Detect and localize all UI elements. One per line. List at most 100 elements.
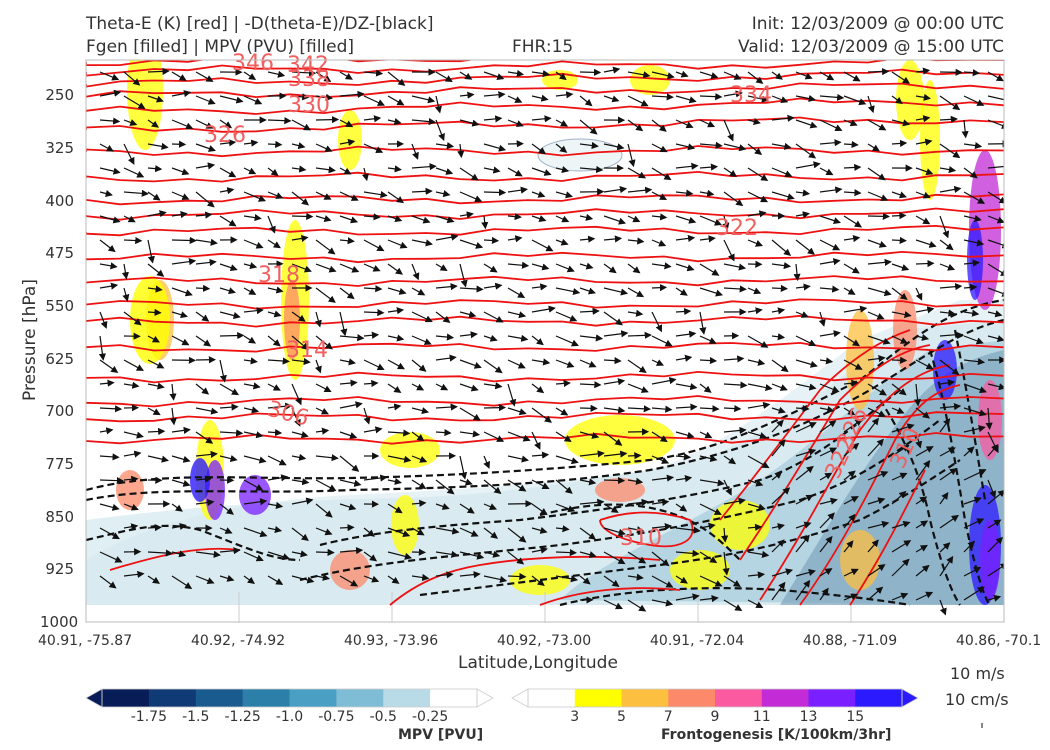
wind-vector xyxy=(699,431,713,439)
wind-vector xyxy=(507,479,527,492)
wind-vector xyxy=(123,143,135,165)
wind-vector xyxy=(699,479,725,487)
wind-vector xyxy=(339,71,353,80)
wind-vector xyxy=(531,451,550,459)
wind-vector xyxy=(147,524,162,532)
theta-e-label: 330 xyxy=(288,93,330,118)
wind-vector xyxy=(963,141,983,150)
wind-vector xyxy=(747,117,761,125)
theta-e-line xyxy=(86,341,1004,353)
wind-vector xyxy=(123,431,144,439)
wind-vector xyxy=(771,439,786,457)
wind-vector xyxy=(603,311,623,326)
wind-vector xyxy=(123,95,146,110)
wind-vector xyxy=(315,215,332,223)
wind-vector xyxy=(411,407,430,415)
wind-vector xyxy=(987,239,1004,249)
wind-vector xyxy=(483,91,506,99)
wind-vector xyxy=(651,191,668,200)
wind-vector xyxy=(315,263,337,273)
wind-vector xyxy=(459,455,468,480)
theta-e-line xyxy=(799,384,961,606)
fgen-region xyxy=(980,520,1000,600)
wind-vector xyxy=(531,94,549,102)
wind-vector xyxy=(699,522,716,530)
wind-vector xyxy=(939,379,956,387)
wind-vector xyxy=(411,359,427,372)
stability-contour xyxy=(953,329,987,501)
forecast-hour: FHR:15 xyxy=(512,37,574,57)
wind-vector xyxy=(267,215,276,234)
wind-vector xyxy=(579,478,597,486)
wind-vector xyxy=(195,335,212,347)
wind-vector xyxy=(531,190,546,198)
wind-vector xyxy=(699,405,720,413)
wind-vector xyxy=(867,239,887,248)
wind-vector xyxy=(483,263,498,273)
wind-vector xyxy=(507,572,527,581)
wind-vector xyxy=(963,283,978,292)
wind-vector xyxy=(531,358,551,366)
wind-vector xyxy=(147,575,161,584)
wind-vector xyxy=(603,476,626,485)
wind-vector xyxy=(939,115,958,123)
stability-contour xyxy=(559,587,911,607)
wind-vector xyxy=(363,575,380,583)
colorbar-extend-right xyxy=(476,688,494,708)
fgen-colorbar xyxy=(511,688,919,708)
wind-vector xyxy=(99,453,120,461)
wind-vector xyxy=(195,475,213,483)
wind-vector xyxy=(243,167,257,175)
wind-vector xyxy=(675,503,688,512)
wind-vector xyxy=(723,285,747,293)
wind-vector xyxy=(891,407,905,414)
wind-vector xyxy=(819,119,843,131)
wind-vector xyxy=(963,167,978,179)
wind-vector xyxy=(314,359,322,374)
wind-vector xyxy=(459,551,485,560)
wind-vector xyxy=(147,191,161,201)
wind-vector xyxy=(123,450,142,458)
wind-vector xyxy=(987,95,1004,104)
wind-vector xyxy=(219,139,237,147)
wind-vector xyxy=(867,438,885,457)
wind-vector xyxy=(147,455,169,463)
wind-vector xyxy=(459,71,473,80)
wind-vector xyxy=(267,526,283,534)
wind-vector xyxy=(939,359,960,376)
wind-vector xyxy=(891,95,903,105)
colorbar-tick-label: -1.5 xyxy=(182,709,210,725)
wind-vector xyxy=(459,503,475,514)
wind-vector xyxy=(459,191,483,203)
theta-e-line xyxy=(86,224,1004,237)
wind-vector xyxy=(627,359,647,373)
wind-vector xyxy=(99,476,124,485)
wind-vector xyxy=(651,474,675,482)
wind-vector xyxy=(147,549,173,557)
theta-e-line xyxy=(86,97,1004,115)
theta-e-label: 334 xyxy=(730,83,772,108)
wind-vector xyxy=(123,523,139,531)
wind-vector xyxy=(291,119,312,131)
wind-vector xyxy=(171,335,190,346)
wind-vector xyxy=(699,335,717,344)
wind-vector xyxy=(363,474,388,482)
wind-vector xyxy=(579,575,591,585)
wind-vector xyxy=(819,167,834,176)
wind-vector xyxy=(723,71,742,80)
theta-e-line xyxy=(599,511,694,548)
wind-vector xyxy=(675,475,693,483)
wind-vector xyxy=(891,71,911,84)
wind-vector xyxy=(459,571,481,579)
wind-vector xyxy=(603,357,622,365)
wind-vector xyxy=(339,311,348,337)
wind-vector xyxy=(459,263,468,288)
wind-vector xyxy=(171,167,190,176)
wind-vector xyxy=(339,547,364,555)
wind-vector xyxy=(699,189,715,197)
wind-vector xyxy=(314,311,322,328)
wind-vector xyxy=(771,307,786,315)
wind-vector xyxy=(939,492,949,505)
wind-vector xyxy=(603,450,628,458)
wind-vector xyxy=(267,239,281,249)
